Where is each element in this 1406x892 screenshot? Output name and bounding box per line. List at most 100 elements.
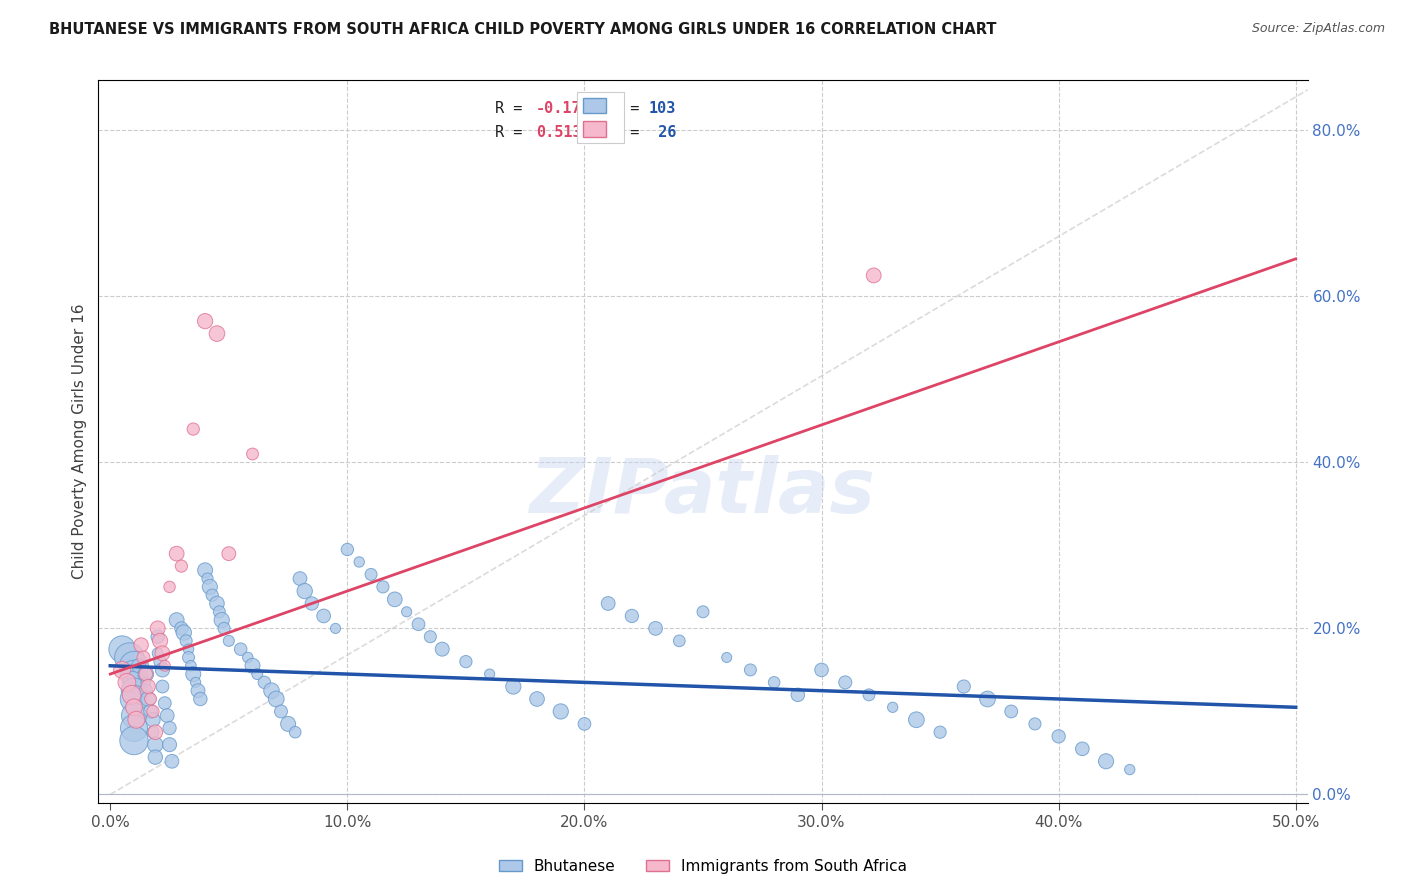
Point — [181, 422, 204, 436]
Point — [198, 580, 221, 594]
Point — [197, 572, 219, 586]
Point — [142, 713, 165, 727]
Point — [312, 609, 335, 624]
Text: Source: ZipAtlas.com: Source: ZipAtlas.com — [1251, 22, 1385, 36]
Point — [111, 663, 134, 677]
Point — [716, 650, 738, 665]
Point — [152, 663, 174, 677]
Point — [149, 633, 172, 648]
Point — [152, 646, 174, 660]
Point — [260, 683, 283, 698]
Point — [347, 555, 370, 569]
Point — [135, 667, 157, 681]
Point — [166, 547, 188, 561]
Point — [236, 650, 259, 665]
Point — [143, 725, 166, 739]
Point — [1000, 705, 1022, 719]
Point — [122, 658, 145, 673]
Point — [135, 667, 157, 681]
Point — [174, 633, 197, 648]
Point — [132, 650, 155, 665]
Point — [177, 650, 200, 665]
Point — [1071, 741, 1094, 756]
Point — [170, 621, 193, 635]
Point — [1119, 763, 1142, 777]
Text: R =: R = — [495, 101, 531, 116]
Legend: Bhutanese, Immigrants from South Africa: Bhutanese, Immigrants from South Africa — [492, 853, 914, 880]
Point — [142, 705, 165, 719]
Point — [1047, 730, 1070, 744]
Point — [478, 667, 501, 681]
Point — [952, 680, 974, 694]
Point — [692, 605, 714, 619]
Point — [862, 268, 884, 283]
Point — [929, 725, 952, 739]
Point — [620, 609, 643, 624]
Point — [122, 708, 145, 723]
Point — [205, 597, 228, 611]
Point — [121, 688, 143, 702]
Point — [786, 688, 808, 702]
Point — [139, 705, 162, 719]
Point — [1024, 717, 1046, 731]
Point — [574, 717, 596, 731]
Text: 103: 103 — [648, 101, 676, 116]
Point — [122, 667, 145, 681]
Point — [371, 580, 394, 594]
Point — [905, 713, 928, 727]
Point — [136, 692, 159, 706]
Point — [159, 580, 181, 594]
Point — [122, 721, 145, 735]
Point — [170, 559, 193, 574]
Point — [834, 675, 856, 690]
Point — [135, 683, 157, 698]
Point — [149, 655, 172, 669]
Point — [187, 683, 209, 698]
Point — [190, 692, 212, 706]
Point — [336, 542, 359, 557]
Point — [301, 597, 323, 611]
Point — [264, 692, 287, 706]
Point — [177, 642, 200, 657]
Point — [205, 326, 228, 341]
Point — [1095, 754, 1118, 768]
Point — [763, 675, 786, 690]
Point — [111, 642, 134, 657]
Point — [550, 705, 572, 719]
Point — [128, 658, 150, 673]
Y-axis label: Child Poverty Among Girls Under 16: Child Poverty Among Girls Under 16 — [72, 304, 87, 579]
Point — [166, 613, 188, 627]
Point — [502, 680, 524, 694]
Text: R =: R = — [495, 125, 531, 140]
Point — [526, 692, 548, 706]
Point — [122, 700, 145, 714]
Point — [143, 750, 166, 764]
Point — [208, 605, 231, 619]
Point — [153, 696, 176, 710]
Point — [212, 621, 235, 635]
Point — [173, 625, 195, 640]
Point — [294, 584, 316, 599]
Point — [384, 592, 406, 607]
Point — [277, 717, 299, 731]
Point — [135, 675, 157, 690]
Text: -0.176: -0.176 — [536, 101, 591, 116]
Point — [122, 675, 145, 690]
Point — [218, 633, 240, 648]
Point — [229, 642, 252, 657]
Point — [125, 713, 148, 727]
Text: ZIPatlas: ZIPatlas — [530, 455, 876, 529]
Point — [242, 447, 264, 461]
Text: 26: 26 — [648, 125, 676, 140]
Point — [156, 708, 179, 723]
Point — [419, 630, 441, 644]
Point — [408, 617, 430, 632]
Point — [325, 621, 347, 635]
Point — [284, 725, 307, 739]
Point — [180, 658, 202, 673]
Text: N =: N = — [613, 125, 648, 140]
Point — [146, 646, 169, 660]
Point — [454, 655, 477, 669]
Point — [242, 658, 264, 673]
Point — [159, 738, 181, 752]
